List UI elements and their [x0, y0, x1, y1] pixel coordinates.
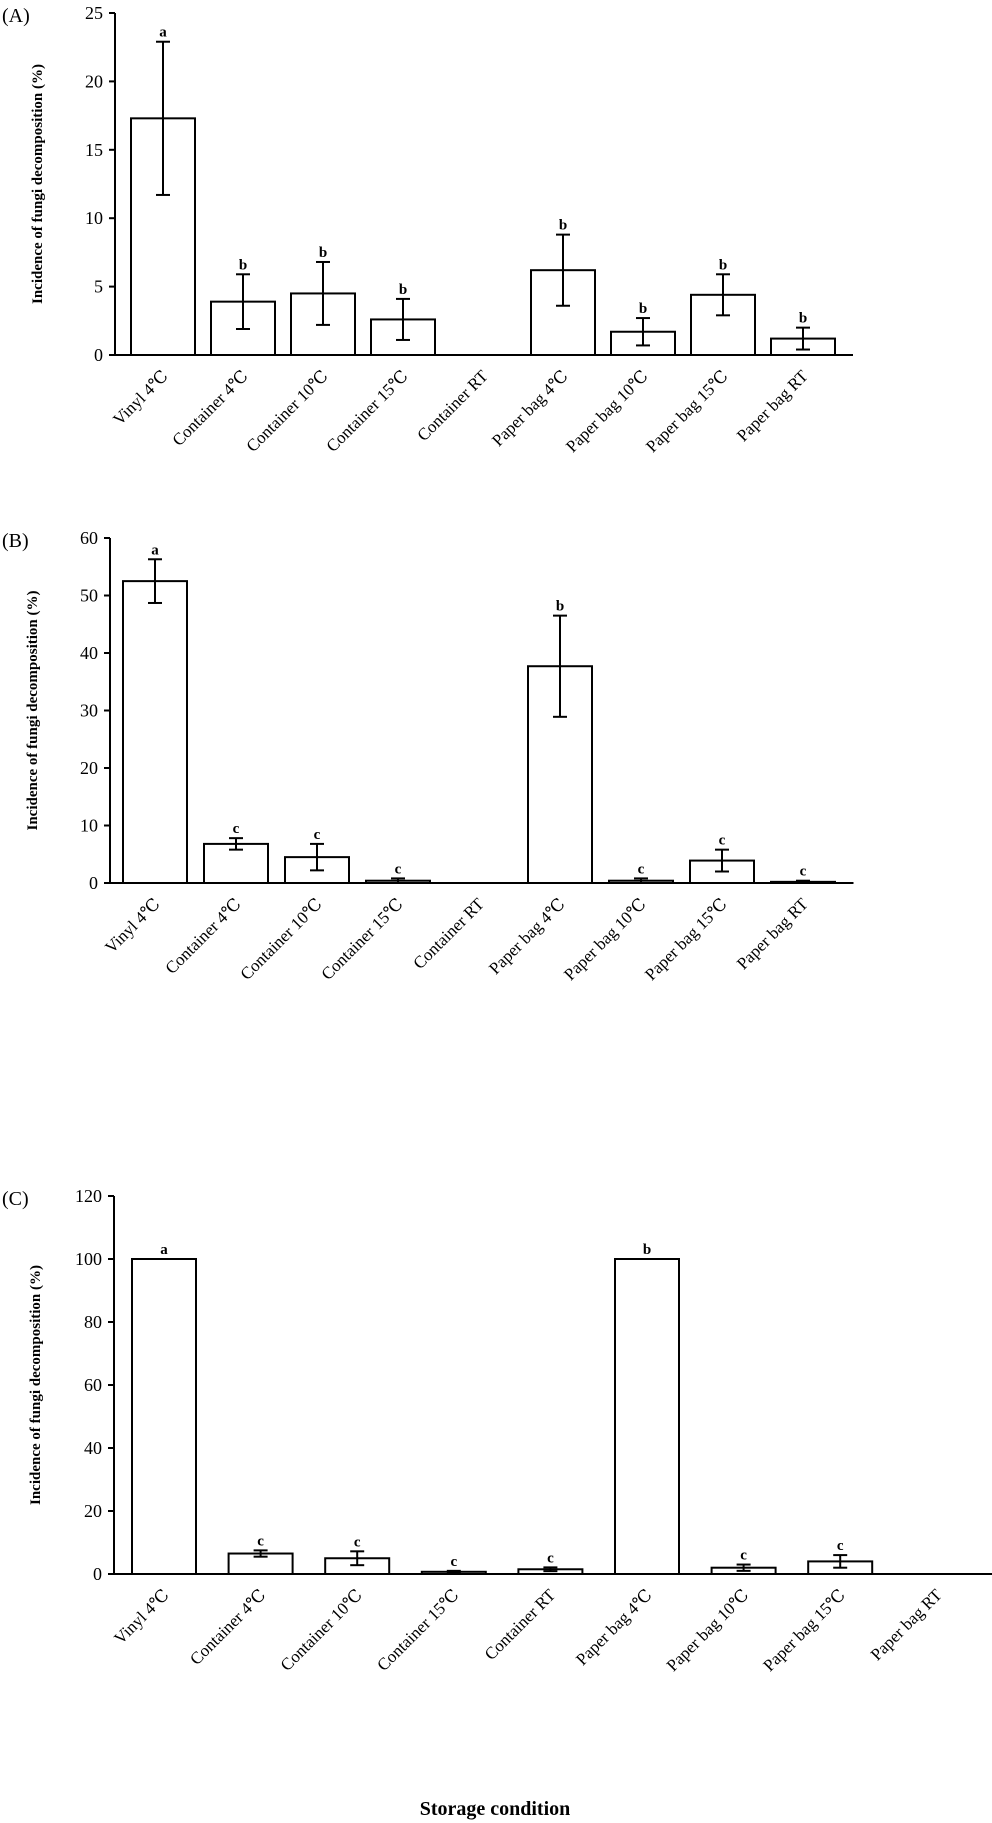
bar: [122, 580, 188, 884]
x-tick-label: Paper bag RT: [733, 366, 812, 445]
significance-letter: c: [800, 864, 807, 880]
x-tick-label: Container 15℃: [323, 366, 412, 455]
y-axis-label: Incidence of fungi decomposition (%): [25, 590, 41, 830]
x-tick-label: Container 10℃: [277, 1585, 366, 1674]
x-tick-label: Vinyl 4℃: [101, 894, 164, 957]
significance-letter: a: [151, 542, 159, 558]
bar: [131, 1258, 197, 1575]
significance-letter: c: [314, 827, 321, 843]
significance-letter: c: [837, 1538, 844, 1554]
y-tick-label: 20: [80, 758, 98, 778]
y-tick-label: 10: [85, 208, 103, 228]
significance-letter: b: [556, 599, 564, 615]
significance-letter: b: [239, 257, 247, 273]
y-tick-label: 40: [80, 643, 98, 663]
significance-letter: a: [160, 1242, 168, 1258]
y-tick-label: 0: [93, 1564, 102, 1584]
panel-label: (A): [2, 5, 30, 27]
significance-letter: c: [257, 1533, 264, 1549]
x-tick-label: Paper bag 10℃: [562, 366, 652, 456]
y-tick-label: 20: [84, 1501, 102, 1521]
x-tick-label: Container 15℃: [373, 1585, 462, 1674]
x-tick-label: Container 10℃: [243, 366, 332, 455]
x-tick-label: Paper bag 4℃: [488, 366, 572, 450]
x-tick-label: Container 10℃: [237, 894, 326, 983]
x-tick-label: Paper bag 4℃: [485, 894, 569, 978]
panel-label: (B): [2, 530, 29, 552]
significance-letter: b: [799, 311, 807, 327]
x-tick-label: Container 4℃: [186, 1585, 269, 1668]
x-tick-label: Paper bag RT: [733, 894, 812, 973]
x-tick-label: Paper bag 10℃: [663, 1585, 753, 1675]
x-tick-label: Container RT: [413, 366, 492, 445]
y-axis-label: Incidence of fungi decomposition (%): [30, 64, 46, 304]
y-tick-label: 30: [80, 701, 98, 721]
panel-label: (C): [2, 1188, 29, 1210]
significance-letter: c: [719, 833, 726, 849]
significance-letter: c: [450, 1554, 457, 1570]
x-tick-label: Paper bag 15℃: [642, 366, 732, 456]
y-tick-label: 0: [89, 873, 98, 893]
significance-letter: b: [643, 1242, 651, 1258]
x-tick-label: Container RT: [481, 1585, 560, 1664]
y-tick-label: 120: [75, 1186, 102, 1206]
y-tick-label: 60: [84, 1375, 102, 1395]
x-tick-label: Container RT: [409, 894, 488, 973]
significance-letter: c: [233, 821, 240, 837]
bar: [614, 1258, 680, 1575]
x-tick-label: Paper bag 15℃: [641, 894, 731, 984]
y-tick-label: 60: [80, 528, 98, 548]
y-tick-label: 10: [80, 816, 98, 836]
x-tick-label: Paper bag RT: [867, 1585, 946, 1664]
x-tick-label: Paper bag 15℃: [759, 1585, 849, 1675]
y-tick-label: 5: [94, 277, 103, 297]
significance-letter: b: [719, 257, 727, 273]
x-tick-label: Container 4℃: [162, 894, 245, 977]
y-tick-label: 15: [85, 140, 103, 160]
bar: [530, 269, 596, 356]
x-tick-label: Vinyl 4℃: [109, 366, 172, 429]
x-tick-label: Paper bag 10℃: [560, 894, 650, 984]
significance-letter: b: [639, 301, 647, 317]
x-tick-label: Vinyl 4℃: [110, 1585, 173, 1648]
y-tick-label: 0: [94, 345, 103, 365]
significance-letter: c: [354, 1534, 361, 1550]
y-tick-label: 100: [75, 1249, 102, 1269]
significance-letter: b: [319, 245, 327, 261]
significance-letter: c: [638, 861, 645, 877]
x-axis-label: Storage condition: [420, 1798, 571, 1820]
significance-letter: c: [395, 861, 402, 877]
y-tick-label: 50: [80, 586, 98, 606]
significance-letter: c: [740, 1548, 747, 1564]
y-tick-label: 20: [85, 71, 103, 91]
significance-letter: b: [559, 218, 567, 234]
y-tick-label: 40: [84, 1438, 102, 1458]
x-tick-label: Paper bag 4℃: [572, 1585, 656, 1669]
significance-letter: c: [547, 1550, 554, 1566]
significance-letter: b: [399, 282, 407, 298]
x-tick-label: Container 4℃: [169, 366, 252, 449]
y-tick-label: 80: [84, 1312, 102, 1332]
x-tick-label: Container 15℃: [318, 894, 407, 983]
y-axis-label: Incidence of fungi decomposition (%): [28, 1265, 44, 1505]
significance-letter: a: [159, 25, 167, 41]
y-tick-label: 25: [85, 3, 103, 23]
